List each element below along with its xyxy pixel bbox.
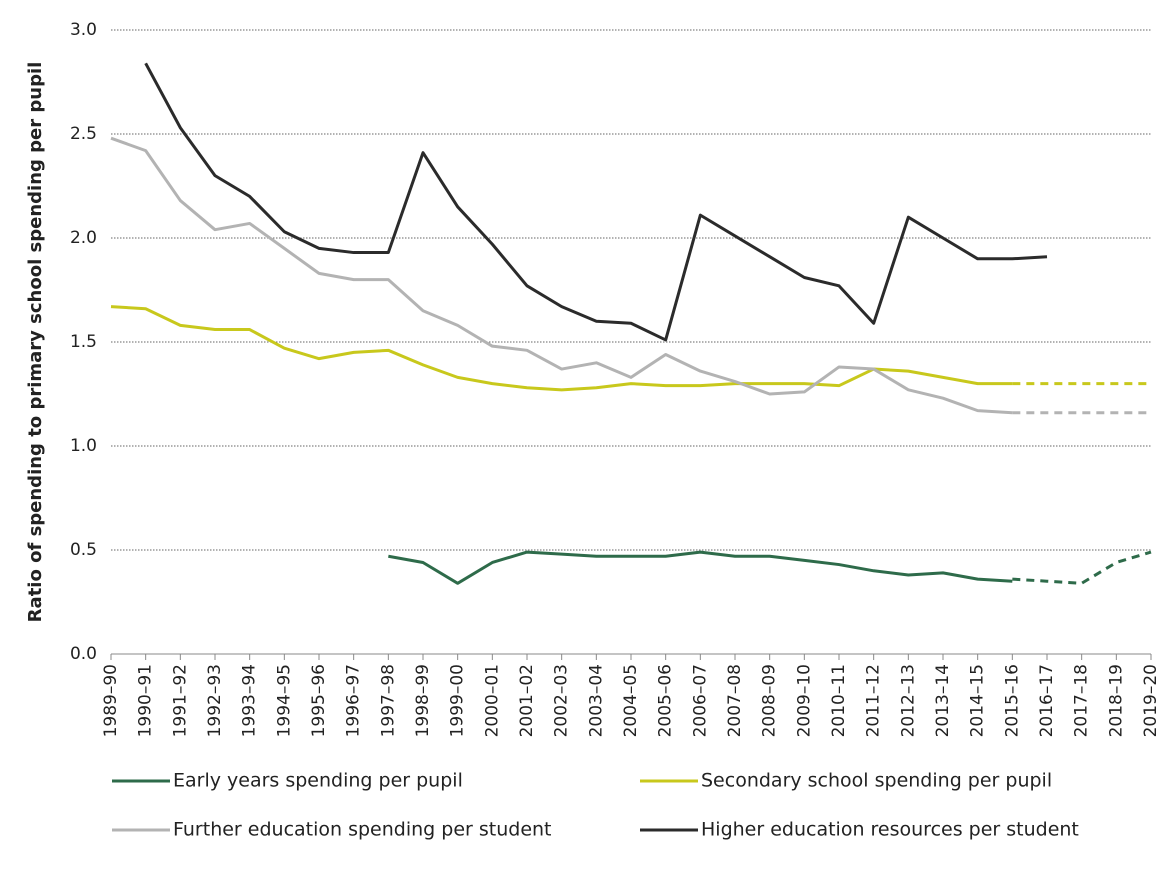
x-tick-label: 2019–20 xyxy=(1141,664,1161,737)
projection-line xyxy=(1012,550,1152,585)
x-tick-label: 2011–12 xyxy=(864,664,884,737)
x-tick-label: 1991–92 xyxy=(170,664,190,737)
x-tick-label: 1998–99 xyxy=(413,664,433,737)
x-tick-label: 2013–14 xyxy=(933,664,953,737)
legend-label: Secondary school spending per pupil xyxy=(701,770,1052,792)
x-tick-label: 2017–18 xyxy=(1072,664,1092,737)
x-tick-label: 2002–03 xyxy=(552,664,572,737)
series-line xyxy=(388,550,1013,585)
x-tick-label: 2000–01 xyxy=(482,664,502,737)
x-tick-label: 1990–91 xyxy=(136,664,156,737)
legend-label: Higher education resources per student xyxy=(701,819,1079,841)
x-tick-label: 2016–17 xyxy=(1037,664,1057,737)
x-tick-label: 2006–07 xyxy=(690,664,710,737)
y-tick-label: 2.0 xyxy=(70,228,97,248)
x-tick-label: 2015–16 xyxy=(1002,664,1022,737)
x-tick-label: 1989–90 xyxy=(101,664,121,737)
x-tick-label: 1997–98 xyxy=(378,664,398,737)
x-tick-label: 1996–97 xyxy=(344,664,364,737)
x-tick-label: 2001–02 xyxy=(517,664,537,737)
x-tick-label: 1994–95 xyxy=(274,664,294,737)
x-tick-label: 2008–09 xyxy=(760,664,780,737)
y-axis-label: Ratio of spending to primary school spen… xyxy=(25,62,46,623)
series-line xyxy=(110,136,1013,415)
x-tick-label: 1999–00 xyxy=(448,664,468,737)
x-tick-label: 2003–04 xyxy=(586,664,606,737)
x-tick-label: 2014–15 xyxy=(968,664,988,737)
y-tick-label: 3.0 xyxy=(70,20,97,40)
y-tick-label: 1.0 xyxy=(70,436,97,456)
x-tick-label: 2005–06 xyxy=(656,664,676,737)
x-tick-label: 2009–10 xyxy=(794,664,814,737)
x-tick-label: 2010–11 xyxy=(829,664,849,737)
y-tick-label: 1.5 xyxy=(70,332,97,352)
x-tick-label: 1992–93 xyxy=(205,664,225,737)
y-tick-label: 2.5 xyxy=(70,124,97,144)
y-tick-label: 0.5 xyxy=(70,540,97,560)
y-tick-label: 0.0 xyxy=(70,644,97,664)
x-tick-label: 1995–96 xyxy=(309,664,329,737)
legend-label: Further education spending per student xyxy=(173,819,552,841)
x-tick-label: 2004–05 xyxy=(621,664,641,737)
x-tick-label: 1993–94 xyxy=(240,664,260,737)
series-line xyxy=(110,305,1013,392)
x-tick-label: 2018–19 xyxy=(1106,664,1126,737)
x-tick-label: 2007–08 xyxy=(725,664,745,737)
legend-label: Early years spending per pupil xyxy=(173,770,463,792)
x-tick-label: 2012–13 xyxy=(898,664,918,737)
series-line xyxy=(144,62,1048,342)
